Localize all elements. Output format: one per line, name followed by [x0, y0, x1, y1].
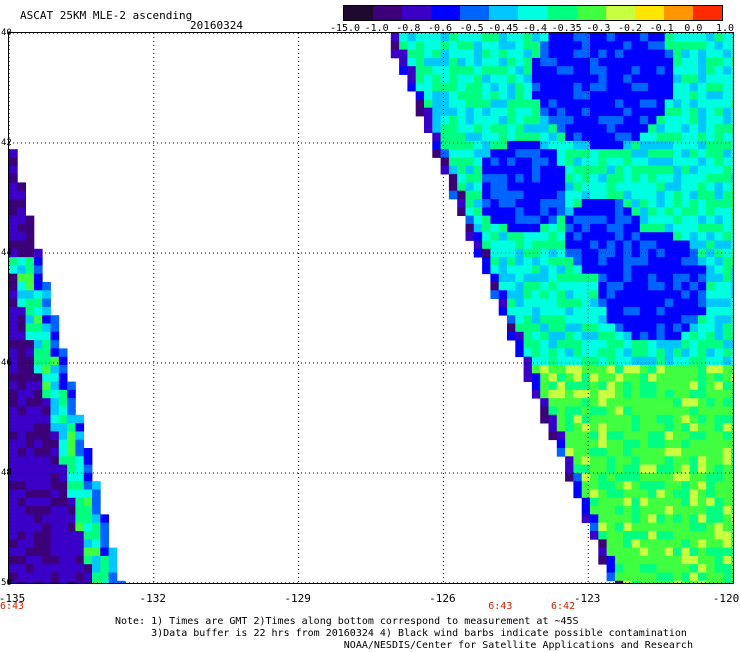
- longitude-label: -135: [0, 592, 26, 605]
- colorbar-segment: [663, 6, 693, 20]
- map-date: 20160324: [190, 19, 243, 32]
- colorbar-segment: [692, 6, 723, 20]
- colorbar-label: 0.0: [684, 23, 703, 34]
- note-line-3: NOAA/NESDIS/Center for Satellite Applica…: [115, 640, 693, 651]
- colorbar-label: -0.6: [427, 23, 453, 34]
- colorbar-segment: [518, 6, 548, 20]
- map-grid: [9, 33, 733, 583]
- latitude-label: 40: [1, 28, 12, 38]
- colorbar-label: -1.0: [364, 23, 389, 34]
- colorbar-segment: [373, 6, 403, 20]
- colorbar-segment: [431, 6, 461, 20]
- colorbar-label: -15.0: [329, 23, 361, 34]
- latitude-label: 44: [1, 248, 12, 258]
- colorbar-segment: [344, 6, 374, 20]
- note-line-2: 3)Data buffer is 22 hrs from 20160324 4)…: [115, 628, 687, 639]
- latitude-label: 50: [1, 578, 12, 588]
- colorbar-label: -0.35: [551, 23, 582, 34]
- notes: Note: 1) Times are GMT 2)Times along bot…: [115, 616, 693, 652]
- latitude-label: 46: [1, 358, 12, 368]
- colorbar-segment: [634, 6, 664, 20]
- longitude-label: -129: [284, 592, 311, 605]
- colorbar-label: -0.8: [396, 23, 421, 34]
- map-plot-area: [8, 32, 734, 584]
- longitude-label: -120: [712, 592, 740, 605]
- colorbar-segment: [547, 6, 577, 20]
- colorbar-segment: [605, 6, 635, 20]
- note-line-1: Note: 1) Times are GMT 2)Times along bot…: [115, 616, 579, 627]
- colorbar-segment: [460, 6, 490, 20]
- time-label: 6:43: [488, 601, 513, 612]
- map-title: ASCAT 25KM MLE-2 ascending: [20, 9, 193, 22]
- colorbar-label: -0.5: [459, 23, 484, 34]
- longitude-label: -132: [139, 592, 167, 605]
- colorbar-segment: [489, 6, 519, 20]
- colorbar-label: -0.4: [522, 23, 548, 34]
- colorbar-label: -0.45: [488, 23, 519, 34]
- colorbar-label: 1.0: [715, 23, 735, 34]
- colorbar-segment: [402, 6, 432, 20]
- colorbar: [343, 5, 723, 21]
- colorbar-label: -0.2: [617, 23, 643, 34]
- colorbar-label: -0.1: [649, 23, 674, 34]
- time-label: 6:42: [551, 601, 576, 612]
- longitude-label: -126: [429, 592, 456, 605]
- colorbar-segment: [576, 6, 606, 20]
- latitude-label: 48: [1, 468, 12, 478]
- swath-map: [9, 33, 733, 583]
- latitude-label: 42: [1, 138, 12, 148]
- longitude-label: -123: [573, 592, 601, 605]
- colorbar-labels: -15.0 -1.0 -0.8 -0.6 -0.5 -0.45 -0.4 -0.35 -0.3-…: [330, 23, 734, 35]
- swath-pixels: [9, 33, 733, 583]
- colorbar-label: -0.3: [586, 23, 611, 34]
- time-label: 6:43: [0, 601, 25, 612]
